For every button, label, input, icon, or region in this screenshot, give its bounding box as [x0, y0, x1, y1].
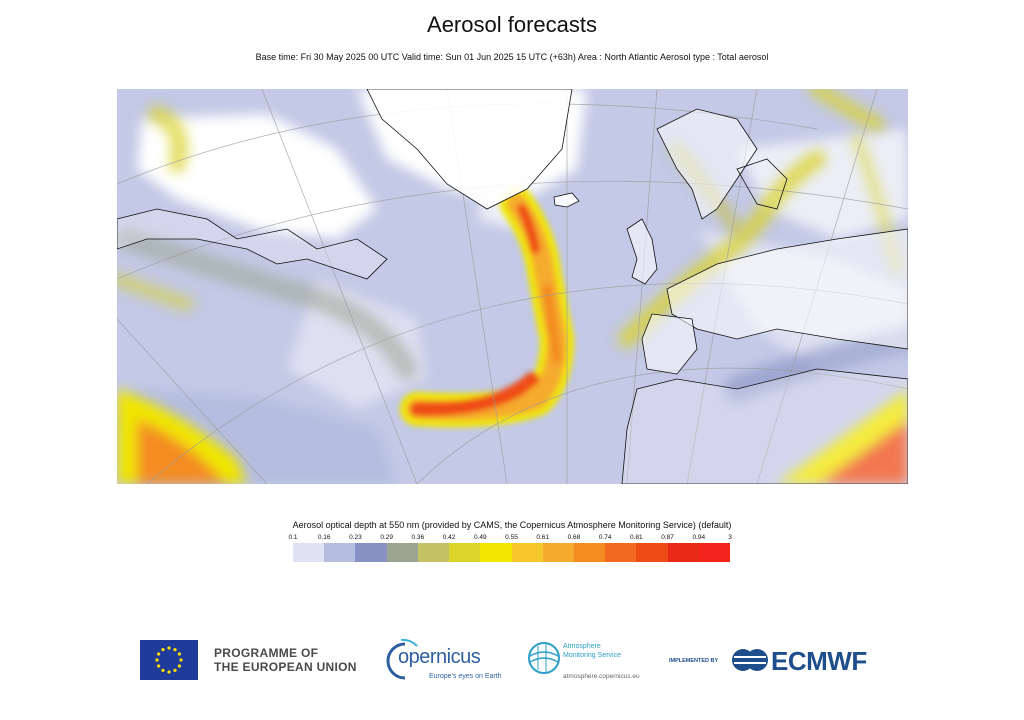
legend-swatch [605, 543, 637, 562]
copernicus-tagline: Europe's eyes on Earth [429, 673, 502, 680]
iceland [553, 192, 580, 208]
legend-swatch [293, 543, 325, 562]
high-aod-regions [117, 389, 908, 484]
legend-tick-label: 0.1 [288, 534, 298, 541]
legend-tick-label: 0.29 [380, 534, 393, 541]
eu-star-icon [161, 648, 165, 652]
legend-tick-label: 0.16 [317, 534, 331, 541]
eu-star-icon [177, 652, 181, 656]
eu-programme-label: PROGRAMME OF THE EUROPEAN UNION [214, 646, 357, 674]
legend-swatch [449, 543, 481, 562]
legend-swatch [417, 543, 450, 562]
baltic-sea-outline [736, 158, 788, 210]
greenland [366, 89, 573, 210]
legend-tick-label: 0.68 [567, 534, 581, 541]
legend-colorbar [293, 543, 731, 562]
legend-tick-label: 0.49 [473, 534, 487, 541]
page-title: Aerosol forecasts [427, 12, 597, 37]
legend-swatch [573, 543, 606, 562]
smoke-plume [400, 187, 574, 428]
eu-flag-icon [140, 640, 198, 680]
legend-tick-label: 0.55 [505, 534, 518, 541]
legend-swatch [542, 543, 574, 562]
coastlines [117, 89, 908, 484]
legend-swatch [355, 543, 387, 562]
eu-star-icon [157, 652, 161, 656]
eu-star-icon [173, 668, 177, 672]
legend-tick-label: 3 [728, 534, 732, 541]
eu-star-icon [167, 670, 171, 674]
copernicus-wordmark: opernicus [398, 646, 481, 668]
legend-tick-label: 0.74 [598, 534, 612, 541]
legend-swatch [324, 543, 356, 562]
cams-line2: Monitoring Service [563, 652, 621, 659]
iberia [641, 313, 698, 375]
legend-title: Aerosol optical depth at 550 nm (provide… [292, 520, 732, 530]
forecast-metadata: Base time: Fri 30 May 2025 00 UTC Valid … [255, 52, 769, 62]
legend-tick-label: 0.94 [692, 534, 706, 541]
legend-tick-label: 0.87 [661, 534, 674, 541]
cams-line1: Atmosphere [563, 643, 601, 650]
scandinavia [656, 108, 758, 220]
eu-star-icon [157, 664, 161, 668]
eu-label-line2: THE EUROPEAN UNION [214, 660, 357, 674]
legend-ticks: 0.1 0.16 0.23 0.29 0.36 0.42 0.49 0.55 0.61 0.68 0… [288, 534, 732, 546]
aerosol-map [117, 89, 908, 484]
eu-star-icon [155, 658, 159, 662]
cams-name: Atmosphere Monitoring Service [563, 642, 621, 660]
eu-star-icon [161, 668, 165, 672]
legend-swatch [636, 543, 668, 562]
legend-swatch [386, 543, 418, 562]
footer-logos: PROGRAMME OF THE EUROPEAN UNION opernicu… [0, 630, 1024, 690]
cams-url: atmosphere.copernicus.eu [563, 673, 640, 680]
eu-label-line1: PROGRAMME OF [214, 646, 319, 660]
ecmwf-logo-icon [732, 649, 768, 671]
legend-tick-label: 0.61 [536, 534, 550, 541]
ecmwf-wordmark: ECMWF [771, 646, 867, 676]
legend-tick-label: 0.36 [411, 534, 425, 541]
legend-tick-label: 0.81 [630, 534, 643, 541]
british-isles [626, 218, 658, 285]
eu-star-icon [173, 648, 177, 652]
copernicus-logo-icon [386, 638, 418, 680]
legend-tick-label: 0.42 [442, 534, 456, 541]
eu-star-icon [177, 664, 181, 668]
legend-swatch [480, 543, 512, 562]
eu-star-icon [167, 646, 171, 650]
legend-swatch [698, 543, 731, 562]
eu-star-icon [179, 658, 183, 662]
legend-swatch [511, 543, 543, 562]
north-africa [621, 368, 908, 484]
legend-tick-label: 0.23 [349, 534, 362, 541]
north-america-coast [117, 208, 388, 280]
legend-swatch [667, 543, 699, 562]
implemented-by-label: IMPLEMENTED BY [669, 658, 719, 664]
cams-globe-icon [528, 642, 560, 674]
